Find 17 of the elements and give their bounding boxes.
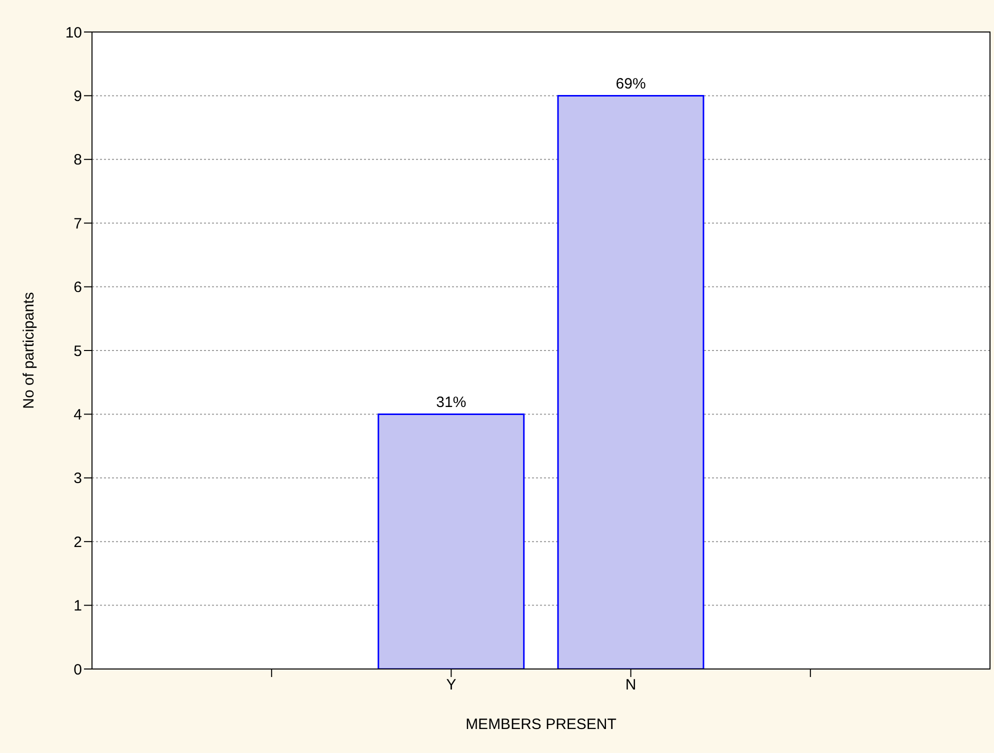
x-axis-title: MEMBERS PRESENT (466, 716, 616, 733)
y-tick-label: 0 (74, 661, 82, 678)
y-tick-label: 2 (74, 534, 82, 551)
y-tick-label: 9 (74, 88, 82, 106)
y-tick-label: 3 (74, 470, 82, 488)
x-tick-label: N (625, 676, 636, 694)
y-tick-label: 4 (74, 406, 82, 424)
annotation: 69% (616, 76, 646, 93)
y-tick-label: 7 (74, 215, 82, 232)
y-tick-label: 10 (65, 24, 82, 42)
y-axis-title: No of participants (20, 292, 38, 409)
x-tick-label: Y (446, 676, 456, 694)
y-tick-label: 1 (74, 598, 82, 615)
annotation: 31% (436, 394, 466, 412)
y-tick-label: 5 (74, 342, 82, 360)
y-tick-label: 8 (74, 152, 82, 169)
y-tick-label: 6 (74, 279, 82, 296)
